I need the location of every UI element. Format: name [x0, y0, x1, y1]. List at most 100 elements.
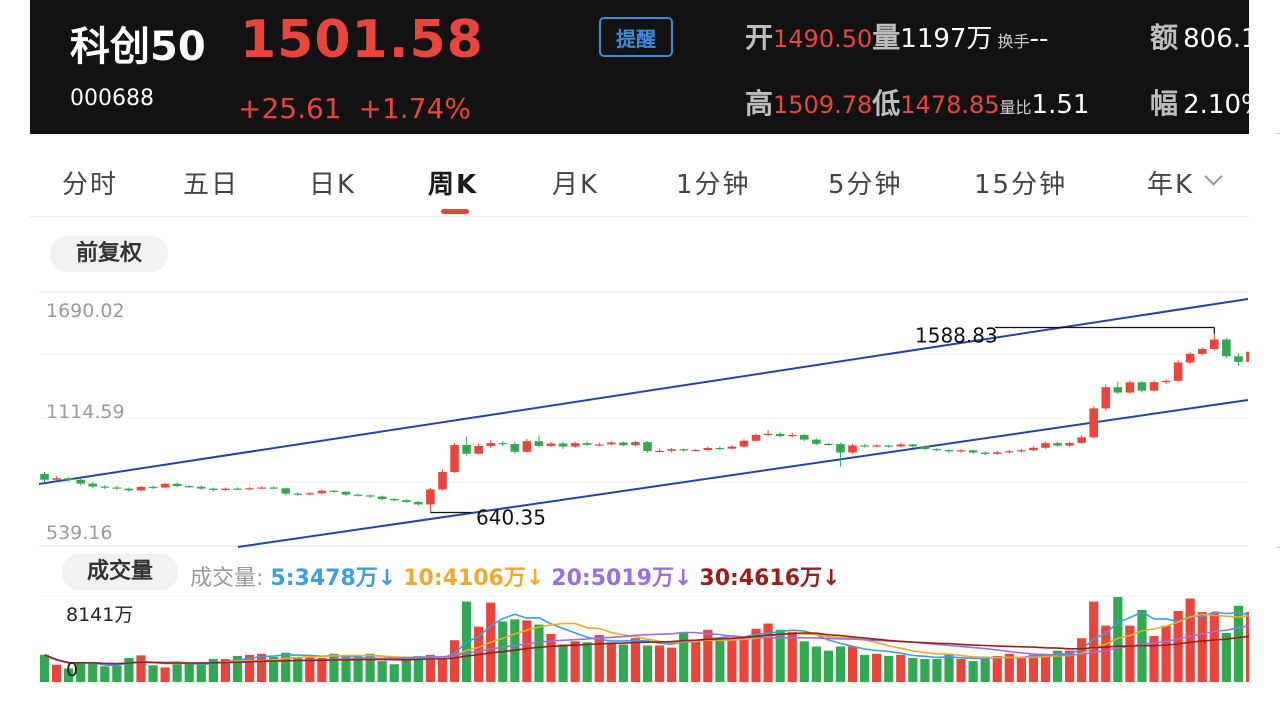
- candle-body: [293, 493, 303, 495]
- candle-body: [655, 450, 664, 453]
- volume-bar: [377, 661, 387, 682]
- candle-body: [462, 445, 471, 454]
- candle-body: [1077, 437, 1086, 443]
- volume-bar: [570, 641, 580, 682]
- candle-body: [281, 488, 290, 494]
- volume-bar: [787, 631, 797, 682]
- volume-bar: [799, 641, 809, 682]
- price-change: +25.61 +1.74%: [238, 92, 471, 125]
- candle-body: [100, 486, 110, 488]
- remind-button[interactable]: 提醒: [599, 17, 673, 57]
- volume-bar: [1197, 612, 1207, 682]
- candle-body: [269, 487, 278, 489]
- y-axis-label: 1114.59: [46, 401, 125, 423]
- volume-ma-line: [44, 613, 1280, 665]
- candle-body: [787, 435, 797, 437]
- candle-body: [414, 501, 423, 505]
- volume-bar: [220, 659, 230, 682]
- tab-intraday[interactable]: 分时: [62, 170, 119, 200]
- tab-weekly-k[interactable]: 周K: [428, 170, 479, 200]
- volume-bar: [413, 655, 423, 682]
- change-percent: +1.74%: [358, 92, 471, 125]
- volume-bar: [1113, 597, 1123, 682]
- candle-body: [1029, 447, 1038, 451]
- candle-body: [172, 483, 182, 487]
- volume-bar: [956, 659, 966, 682]
- tab-5min[interactable]: 5分钟: [828, 170, 903, 200]
- candle-body: [1173, 362, 1183, 381]
- volume-bar: [305, 656, 315, 682]
- volume-bar: [1040, 653, 1051, 682]
- volume-bar: [1209, 613, 1219, 682]
- candle-body: [558, 443, 568, 447]
- volume-bar: [980, 657, 990, 682]
- volume-max-label: 8141万: [66, 604, 133, 626]
- volume-bar: [642, 645, 653, 682]
- amplitude-value: 2.10%: [1183, 90, 1249, 120]
- candle-body: [353, 494, 363, 496]
- candle-body: [739, 440, 749, 447]
- tab-daily-k[interactable]: 日K: [309, 170, 357, 200]
- volume-bar: [148, 665, 158, 682]
- volume-ma30: 30:4616万: [699, 566, 823, 591]
- candle-body: [763, 433, 773, 436]
- volume-bar: [1149, 636, 1159, 682]
- volume-bar: [208, 659, 218, 682]
- volume-indicator-button[interactable]: 成交量: [62, 554, 178, 590]
- adjust-mode-button[interactable]: 前复权: [50, 236, 168, 272]
- candle-body: [812, 439, 821, 444]
- volume-bar: [64, 668, 74, 682]
- volume-bar: [811, 646, 821, 682]
- volume-bar: [136, 655, 146, 682]
- volume-ratio-value: 1.51: [1031, 90, 1090, 120]
- tab-1min[interactable]: 1分钟: [676, 170, 751, 200]
- candle-body: [305, 493, 315, 495]
- candle-body: [594, 444, 604, 446]
- candle-body: [377, 496, 387, 500]
- candle-body: [1210, 339, 1219, 349]
- candle-body: [1161, 380, 1171, 383]
- candle-body: [64, 478, 73, 480]
- volume-bar: [534, 624, 544, 682]
- candle-body: [402, 500, 411, 502]
- candle-body: [329, 490, 339, 492]
- candle-body: [1017, 450, 1026, 452]
- candle-body: [896, 444, 906, 447]
- volume-bar: [992, 655, 1002, 682]
- volume-bar: [667, 647, 677, 682]
- volume-bar: [703, 629, 713, 682]
- volume-bar: [329, 653, 339, 682]
- volume-bar: [630, 638, 641, 682]
- candle-body: [184, 486, 194, 488]
- tab-15min[interactable]: 15分钟: [974, 170, 1068, 200]
- candle-body: [751, 435, 761, 441]
- volume-bar: [835, 646, 846, 682]
- candle-body: [619, 442, 628, 446]
- candle-body: [474, 445, 483, 454]
- candle-body: [52, 478, 61, 480]
- tab-yearly-k[interactable]: 年K: [1147, 170, 1195, 200]
- volume-bar: [341, 656, 351, 682]
- volume-bar: [1065, 650, 1075, 682]
- channel-lower-line: [237, 399, 1249, 548]
- candle-body: [667, 449, 676, 451]
- candle-body: [1234, 356, 1243, 362]
- candle-body: [908, 444, 918, 447]
- quote-open: 开1490.50量1197万 换手--: [745, 21, 1049, 54]
- quote-header: 科创50 000688 1501.58 +25.61 +1.74% 提醒 开14…: [30, 0, 1249, 134]
- candle-body: [124, 488, 134, 491]
- candle-body: [245, 488, 254, 490]
- candle-body: [1113, 387, 1123, 393]
- tab-monthly-k[interactable]: 月K: [552, 170, 600, 200]
- candle-body: [1222, 339, 1231, 357]
- volume-bar: [932, 659, 942, 682]
- candle-body: [389, 499, 399, 501]
- candle-body: [148, 486, 158, 489]
- volume-bar: [112, 665, 122, 682]
- candle-body: [992, 452, 1002, 454]
- tab-five-day[interactable]: 五日: [183, 170, 240, 200]
- volume-bar: [437, 659, 448, 682]
- volume-bar: [727, 638, 737, 682]
- candle-body: [582, 443, 592, 445]
